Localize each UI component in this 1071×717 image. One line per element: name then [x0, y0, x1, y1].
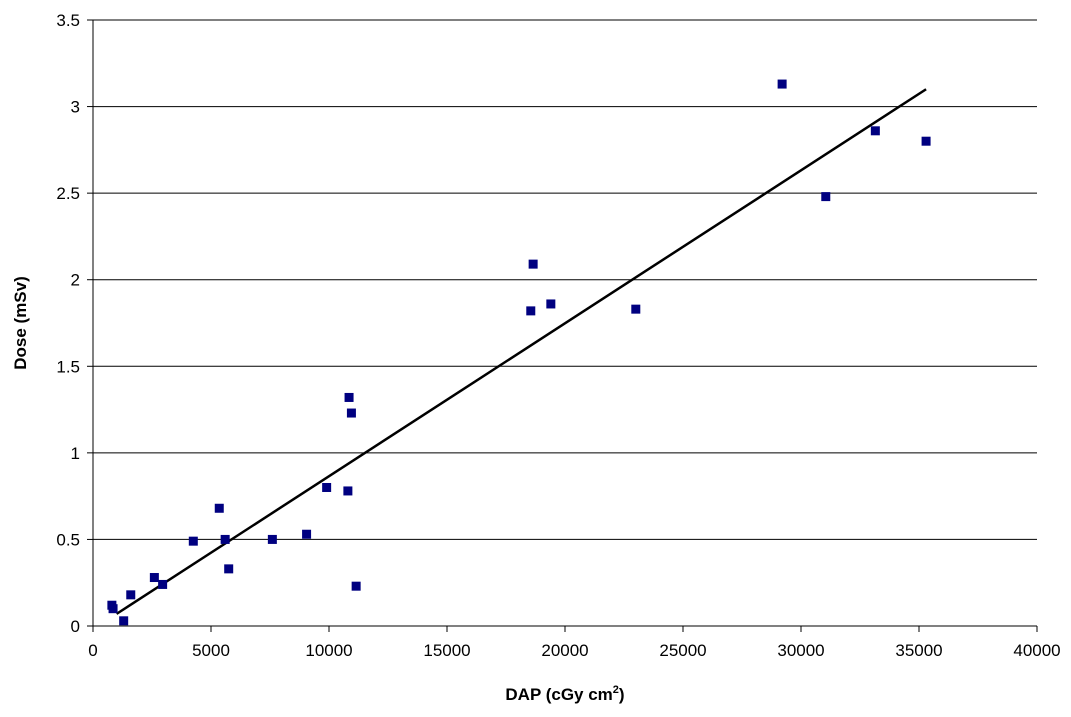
data-points — [107, 79, 931, 626]
y-tick-label: 3.5 — [56, 11, 80, 30]
x-axis-title-suffix: ) — [619, 685, 625, 704]
data-point — [870, 126, 880, 136]
y-tick-label: 2 — [71, 271, 80, 290]
data-point — [343, 486, 353, 496]
data-point — [302, 529, 312, 539]
data-point — [777, 79, 787, 89]
data-point — [344, 392, 354, 402]
x-tick-label: 20000 — [541, 641, 588, 660]
data-point — [322, 482, 332, 492]
x-tick-label: 5000 — [192, 641, 230, 660]
data-point — [821, 192, 831, 202]
grid-lines — [93, 19, 1037, 540]
data-point — [188, 536, 198, 546]
y-ticks: 0 0.5 1 1.5 2 2.5 3 3.5 — [56, 11, 93, 636]
trendline — [115, 88, 927, 615]
data-point — [214, 503, 224, 513]
data-point — [631, 304, 641, 314]
y-tick-label: 1.5 — [56, 357, 80, 376]
x-axis-title: DAP (cGy cm2) — [505, 684, 624, 704]
data-point — [351, 581, 361, 591]
y-tick-label: 0 — [71, 617, 80, 636]
data-point — [119, 616, 129, 626]
x-tick-label: 15000 — [423, 641, 470, 660]
data-point — [921, 136, 931, 146]
data-point — [108, 604, 118, 614]
trendline-layer — [115, 88, 927, 615]
y-axis-title: Dose (mSv) — [11, 276, 30, 370]
x-tick-label: 35000 — [895, 641, 942, 660]
y-tick-label: 1 — [71, 444, 80, 463]
data-point — [149, 573, 159, 583]
data-point — [220, 534, 230, 544]
x-tick-label: 25000 — [659, 641, 706, 660]
data-point — [158, 579, 168, 589]
data-point — [546, 299, 556, 309]
x-tick-label: 30000 — [777, 641, 824, 660]
data-point — [346, 408, 356, 418]
data-point — [528, 259, 538, 269]
data-point — [526, 306, 536, 316]
y-tick-label: 2.5 — [56, 184, 80, 203]
x-ticks: 0 5000 10000 15000 20000 25000 30000 35000 40000 — [88, 626, 1061, 660]
y-tick-label: 0.5 — [56, 530, 80, 549]
x-tick-label: 0 — [88, 641, 97, 660]
data-point — [224, 564, 234, 574]
x-axis-title-superscript: 2 — [613, 684, 619, 696]
data-point — [126, 590, 136, 600]
y-tick-label: 3 — [71, 98, 80, 117]
data-point — [267, 534, 277, 544]
x-tick-label: 40000 — [1013, 641, 1060, 660]
x-tick-label: 10000 — [305, 641, 352, 660]
